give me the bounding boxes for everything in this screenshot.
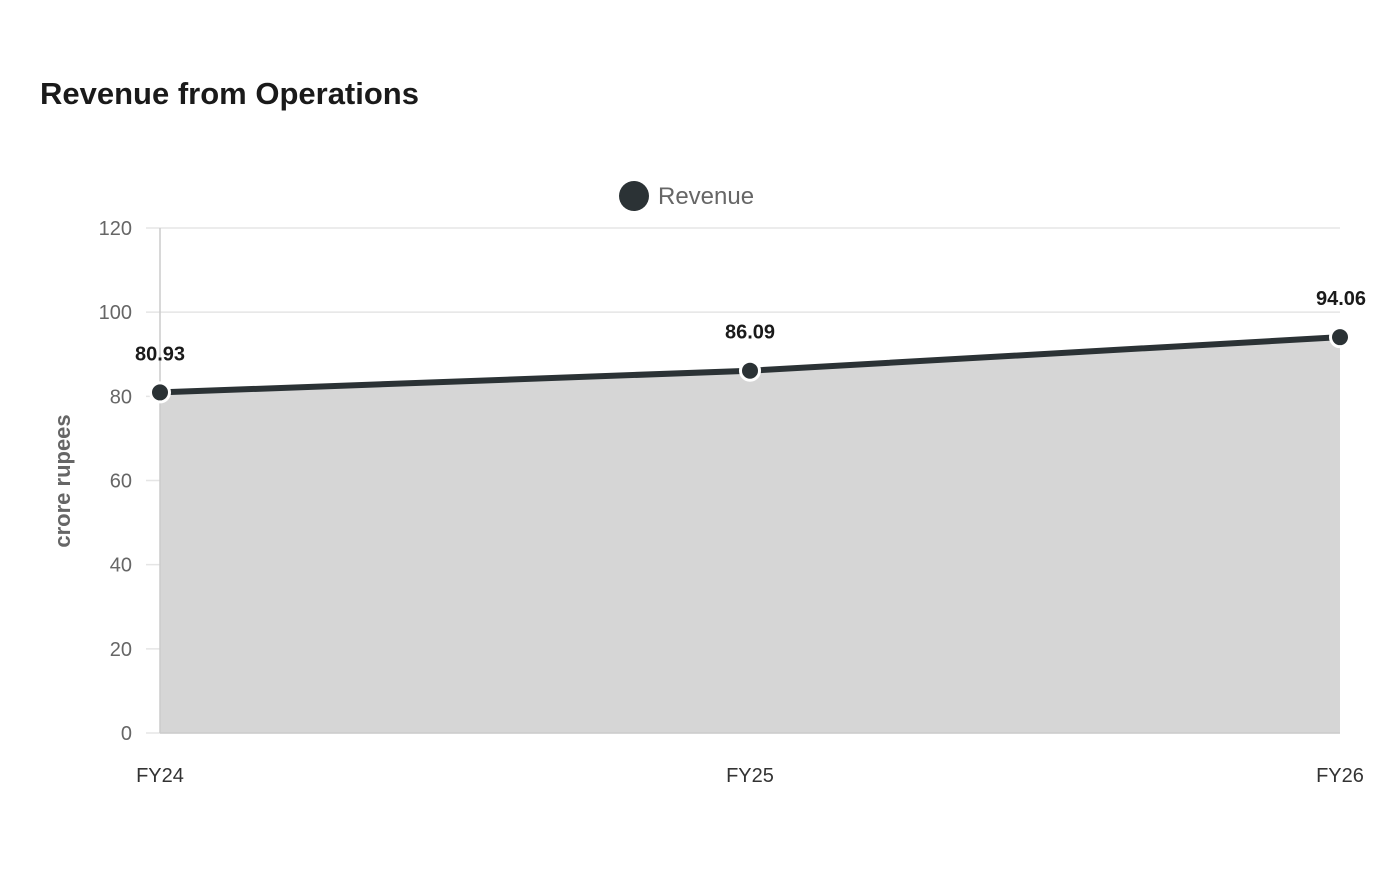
y-tick-label-100: 100 — [99, 302, 132, 324]
axes — [159, 228, 1340, 734]
y-tick-label-60: 60 — [110, 471, 132, 493]
x-tick-label-fy25: FY25 — [726, 765, 774, 787]
y-axis-ticks: 0 20 40 60 80 100 120 — [99, 218, 132, 745]
y-tick-label-20: 20 — [110, 639, 132, 661]
y-tick-label-40: 40 — [110, 555, 132, 577]
data-points — [149, 326, 1351, 404]
chart-title: Revenue from Operations — [40, 76, 419, 111]
y-tick-label-0: 0 — [121, 723, 132, 745]
data-point-fy25 — [739, 359, 761, 382]
data-labels: 80.93 86.09 94.06 — [135, 288, 1366, 365]
x-tick-label-fy24: FY24 — [136, 765, 184, 787]
y-tick-label-120: 120 — [99, 218, 132, 240]
legend[interactable]: Revenue — [619, 181, 754, 211]
data-label-fy26: 94.06 — [1316, 288, 1366, 310]
data-label-fy24: 80.93 — [135, 343, 185, 365]
y-tick-label-80: 80 — [110, 386, 132, 408]
data-point-fy26 — [1329, 326, 1351, 349]
revenue-area — [160, 337, 1340, 733]
data-label-fy25: 86.09 — [725, 322, 775, 344]
data-point-fy24 — [149, 381, 171, 404]
x-tick-label-fy26: FY26 — [1316, 765, 1364, 787]
legend-label-revenue[interactable]: Revenue — [658, 183, 754, 210]
x-axis-ticks: FY24 FY25 FY26 — [136, 765, 1364, 787]
y-axis-title: crore rupees — [50, 414, 75, 547]
legend-marker-revenue[interactable] — [619, 181, 649, 211]
